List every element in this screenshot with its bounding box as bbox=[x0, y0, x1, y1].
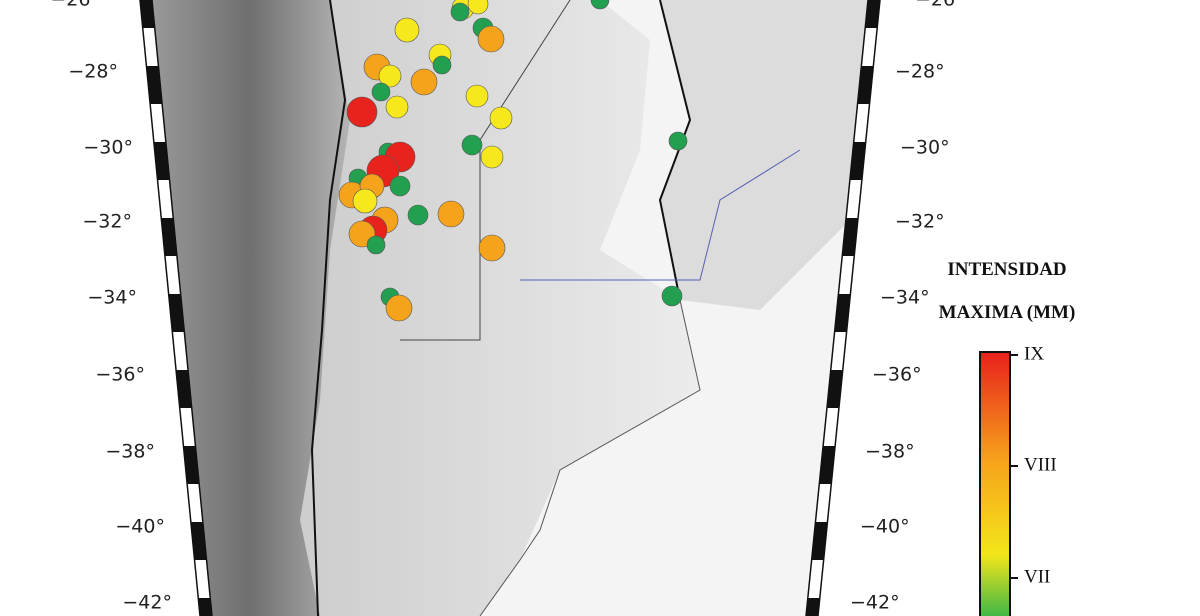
event-marker bbox=[378, 64, 402, 88]
frame-segment bbox=[857, 66, 874, 104]
lat-label: −32° bbox=[82, 211, 132, 233]
frame-segment bbox=[161, 218, 177, 256]
coastline bbox=[479, 299, 701, 616]
event-marker bbox=[371, 82, 391, 102]
andes-region bbox=[150, 0, 350, 616]
frame-segment bbox=[198, 598, 212, 616]
event-marker bbox=[389, 175, 411, 197]
event-marker bbox=[385, 95, 409, 119]
frame-segment bbox=[140, 0, 155, 28]
frame-segment bbox=[146, 66, 163, 104]
event-marker bbox=[410, 68, 438, 96]
scale-label: VIII bbox=[1024, 454, 1057, 475]
event-marker bbox=[477, 25, 505, 53]
event-marker bbox=[352, 188, 378, 214]
frame-segment bbox=[811, 522, 828, 560]
lat-label: −28° bbox=[895, 61, 945, 83]
province-line bbox=[400, 0, 571, 341]
lat-label: −40° bbox=[860, 516, 910, 538]
event-marker bbox=[407, 204, 429, 226]
frame-segment bbox=[176, 370, 192, 408]
event-marker bbox=[661, 285, 683, 307]
legend-title: INTENSIDAD bbox=[947, 259, 1066, 280]
event-marker bbox=[467, 0, 489, 15]
lat-labels: −26° −28° −30° −32° −34° −36° −38° −40° −42° −26°… bbox=[50, 0, 964, 614]
river bbox=[520, 149, 801, 281]
event-marker bbox=[432, 55, 452, 75]
frame-segment bbox=[153, 142, 170, 180]
event-marker bbox=[480, 145, 504, 169]
event-markers bbox=[338, 0, 688, 322]
frame-segment bbox=[849, 142, 866, 180]
lat-label: −34° bbox=[87, 287, 137, 309]
scale-label: VII bbox=[1024, 566, 1050, 587]
legend-title: MAXIMA (MM) bbox=[939, 302, 1076, 323]
event-marker bbox=[590, 0, 610, 10]
event-marker bbox=[461, 134, 483, 156]
frame-segment bbox=[190, 522, 207, 560]
lat-label: −26° bbox=[915, 0, 965, 11]
lat-label: −32° bbox=[895, 211, 945, 233]
event-marker bbox=[385, 294, 413, 322]
border-line bbox=[310, 0, 347, 616]
lat-label: −36° bbox=[872, 364, 922, 386]
event-marker bbox=[366, 235, 386, 255]
event-marker bbox=[437, 200, 465, 228]
map-area bbox=[150, 0, 870, 616]
frame-segment bbox=[865, 0, 880, 28]
lat-label: −38° bbox=[865, 441, 915, 463]
lat-label: −30° bbox=[900, 137, 950, 159]
event-marker bbox=[346, 96, 378, 128]
lat-label: −42° bbox=[850, 592, 900, 614]
event-marker bbox=[394, 17, 420, 43]
legend: INTENSIDAD MAXIMA (MM) IX VIII VII bbox=[939, 259, 1076, 616]
lat-label: −34° bbox=[880, 287, 930, 309]
lat-label: −28° bbox=[68, 61, 118, 83]
frame-segment bbox=[183, 446, 200, 484]
event-marker bbox=[465, 84, 489, 108]
event-marker bbox=[489, 106, 513, 130]
argentina-land bbox=[250, 0, 700, 616]
lat-label: −40° bbox=[115, 516, 165, 538]
frame-segment bbox=[834, 294, 851, 332]
map-frame bbox=[139, 0, 881, 616]
border-line bbox=[658, 0, 692, 301]
event-marker bbox=[478, 234, 506, 262]
lat-label: −30° bbox=[83, 137, 133, 159]
lat-label: −38° bbox=[105, 441, 155, 463]
frame-segment bbox=[842, 218, 859, 256]
event-marker bbox=[668, 131, 688, 151]
lat-label: −36° bbox=[95, 364, 145, 386]
lat-label: −42° bbox=[122, 592, 172, 614]
scale-label: IX bbox=[1024, 343, 1044, 364]
color-bar bbox=[979, 351, 1011, 616]
event-marker bbox=[450, 2, 470, 22]
uruguay-brazil bbox=[660, 0, 870, 310]
frame-segment bbox=[168, 294, 185, 332]
frame-segment bbox=[806, 598, 820, 616]
frame-segment bbox=[819, 446, 836, 484]
frame-segment bbox=[826, 370, 843, 408]
lat-label: −26° bbox=[50, 0, 100, 11]
